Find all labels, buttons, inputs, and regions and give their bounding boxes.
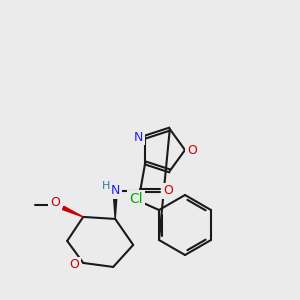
Text: O: O: [163, 184, 173, 197]
Text: N: N: [134, 130, 143, 144]
Text: H: H: [102, 181, 110, 191]
Text: Cl: Cl: [129, 192, 143, 206]
Text: O: O: [69, 258, 79, 272]
Text: O: O: [50, 196, 60, 209]
Text: O: O: [187, 143, 197, 157]
Polygon shape: [113, 196, 117, 219]
Polygon shape: [62, 206, 83, 217]
Text: N: N: [110, 184, 120, 197]
